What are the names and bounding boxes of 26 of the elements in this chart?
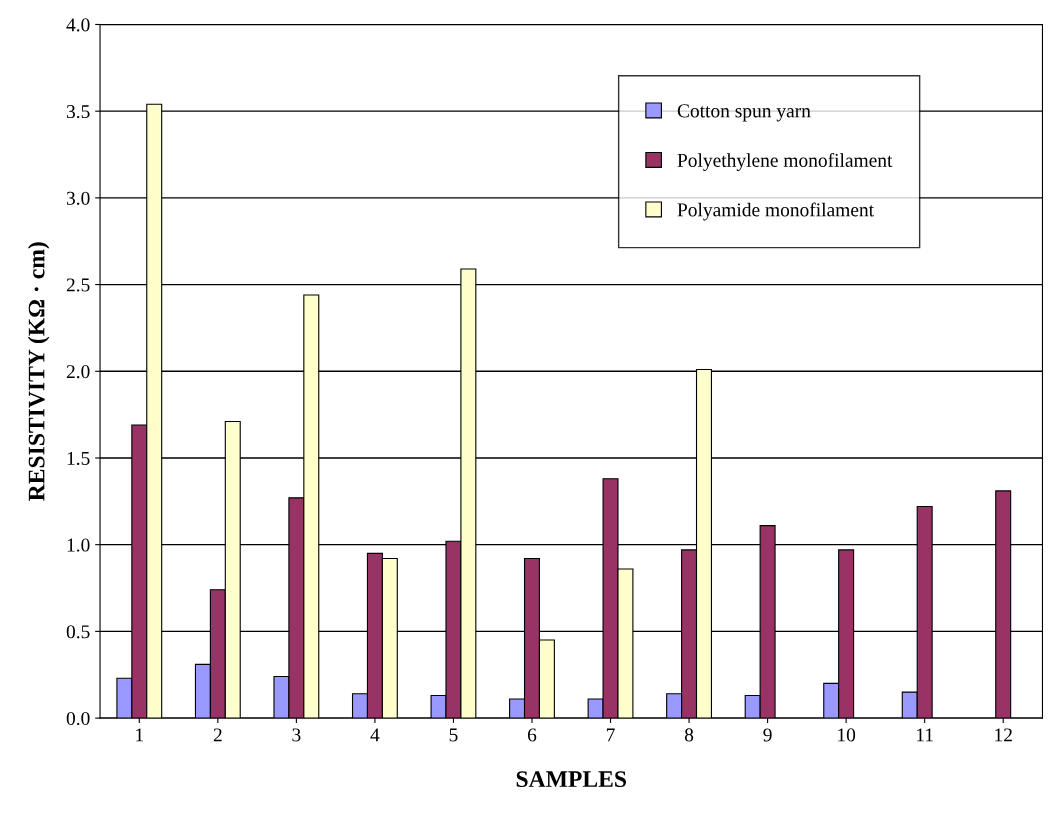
x-tick-label: 5 bbox=[449, 728, 458, 742]
x-tick-label: 10 bbox=[838, 728, 856, 742]
y-tick-label: 4.0 bbox=[66, 18, 90, 32]
legend-label: Polyethylene monofilament bbox=[677, 153, 893, 171]
y-axis-title: RESISTIVITY (KΩ · cm) bbox=[27, 242, 50, 501]
x-tick-label: 11 bbox=[917, 728, 933, 742]
x-tick-label: 1 bbox=[136, 728, 143, 742]
x-tick-label: 2 bbox=[213, 728, 222, 742]
y-tick-label: 1.0 bbox=[67, 538, 90, 552]
y-tick-label: 3.5 bbox=[66, 105, 90, 119]
x-tick-label: 9 bbox=[763, 728, 772, 742]
legend-label: Cotton spun yarn bbox=[677, 104, 811, 122]
legend-label: Polyamide monofilament bbox=[677, 202, 874, 221]
x-tick-label: 4 bbox=[370, 728, 380, 742]
y-tick-label: 3.0 bbox=[66, 191, 90, 205]
y-tick-label: 1.5 bbox=[67, 451, 90, 465]
x-tick-label: 12 bbox=[995, 728, 1012, 742]
x-tick-label: 8 bbox=[684, 728, 694, 742]
x-tick-label: 6 bbox=[527, 728, 537, 742]
y-tick-label: 2.5 bbox=[66, 278, 90, 292]
y-tick-label: 0.5 bbox=[66, 625, 90, 639]
x-tick-label: 3 bbox=[292, 728, 301, 742]
x-tick-label: 7 bbox=[606, 728, 615, 742]
y-tick-label: 0.0 bbox=[66, 711, 90, 726]
x-axis-title: SAMPLES bbox=[516, 771, 627, 788]
y-tick-label: 2.0 bbox=[66, 365, 90, 379]
